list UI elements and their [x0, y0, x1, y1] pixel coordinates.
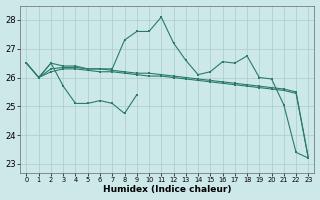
- X-axis label: Humidex (Indice chaleur): Humidex (Indice chaleur): [103, 185, 232, 194]
